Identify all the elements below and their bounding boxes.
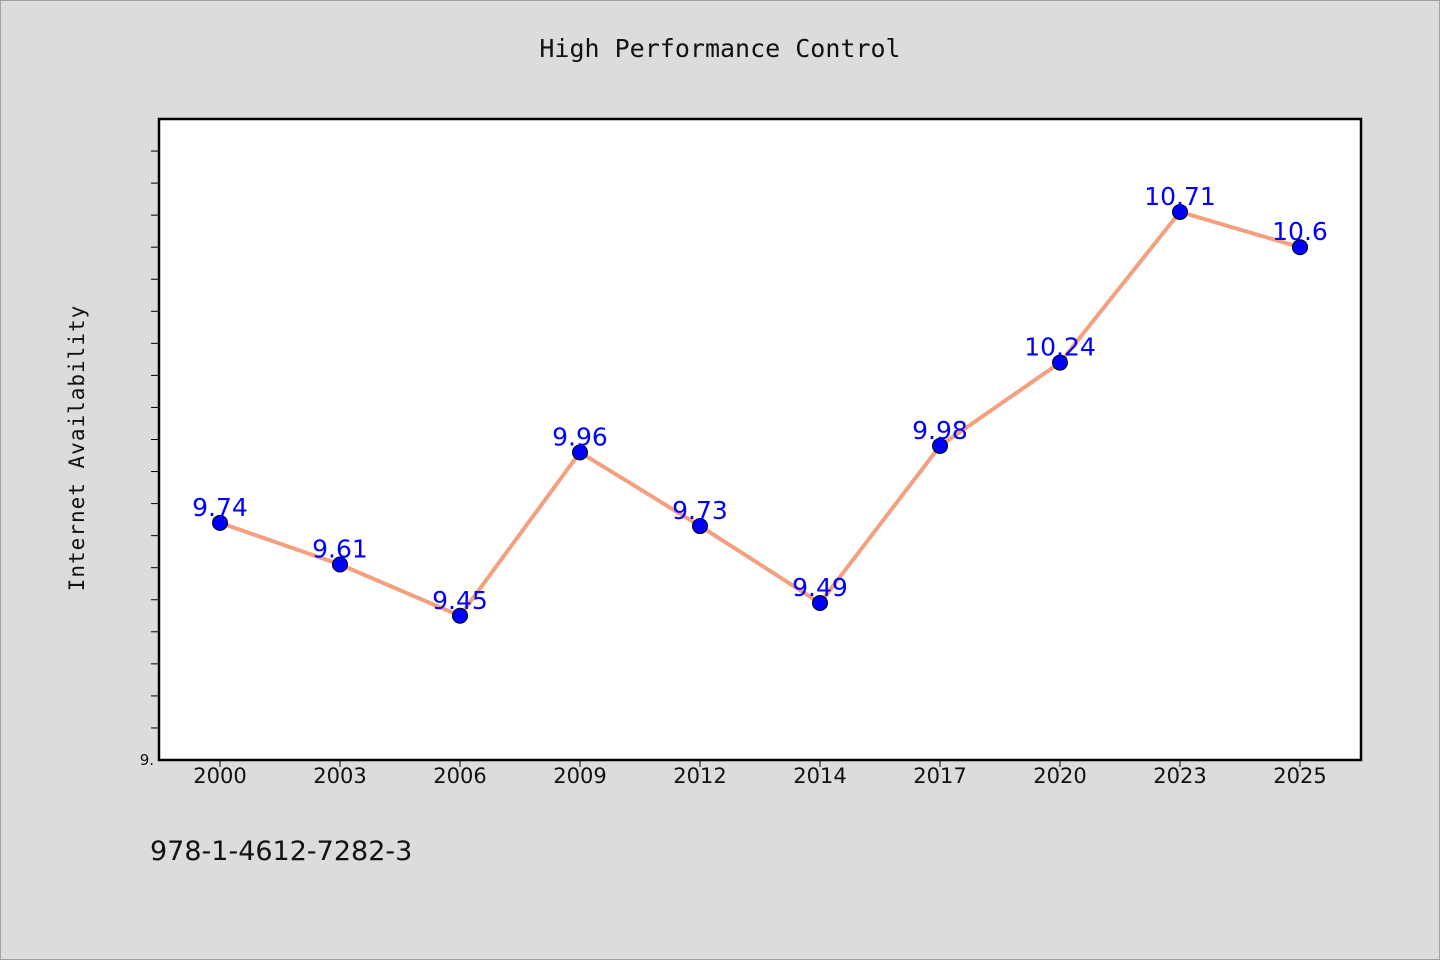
data-label: 9.74 <box>192 493 248 522</box>
data-point-marker <box>1292 239 1308 256</box>
x-tick-label: 2025 <box>1273 764 1326 788</box>
isbn-text: 978-1-4612-7282-3 <box>150 836 413 867</box>
x-ticks: 2000 2003 2006 2009 2012 2014 2017 2020 2023 2025 <box>193 760 1327 788</box>
x-tick-label: 2000 <box>193 764 246 788</box>
data-label: 10.24 <box>1024 333 1096 362</box>
data-label: 9.73 <box>672 496 728 525</box>
data-point-marker <box>1172 203 1188 220</box>
data-point-marker <box>332 556 348 573</box>
data-point-marker <box>212 514 228 531</box>
data-point-marker <box>692 518 708 535</box>
data-label: 10.6 <box>1272 217 1328 246</box>
x-tick-label: 2012 <box>673 764 726 788</box>
data-label: 9.49 <box>792 573 848 602</box>
x-tick-label: 2014 <box>793 764 846 788</box>
x-tick-label: 2006 <box>433 764 486 788</box>
data-point-marker <box>452 607 468 624</box>
y-ticks <box>151 150 159 729</box>
x-tick-label: 2003 <box>313 764 366 788</box>
series-line <box>218 209 1302 618</box>
data-label: 9.96 <box>552 422 608 451</box>
y-tick-label: 9. <box>140 751 154 769</box>
data-label: 10.71 <box>1144 182 1216 211</box>
x-tick-label: 2009 <box>553 764 606 788</box>
x-tick-label: 2017 <box>913 764 966 788</box>
x-tick-label: 2020 <box>1033 764 1086 788</box>
data-labels: 9.74 9.61 9.45 9.96 9.73 9.49 9.98 10.24 10.71 10… <box>192 182 1328 615</box>
data-point-marker <box>572 444 588 461</box>
x-tick-label: 2023 <box>1153 764 1206 788</box>
data-point-marker <box>1052 354 1068 371</box>
data-point-marker <box>812 594 828 611</box>
data-label: 9.61 <box>312 534 368 563</box>
chart-title: High Performance Control <box>539 34 901 63</box>
markers <box>212 203 1308 624</box>
data-label: 9.98 <box>912 416 968 445</box>
data-point-marker <box>932 437 948 454</box>
data-label: 9.45 <box>432 586 488 615</box>
plot-area <box>157 117 1363 762</box>
